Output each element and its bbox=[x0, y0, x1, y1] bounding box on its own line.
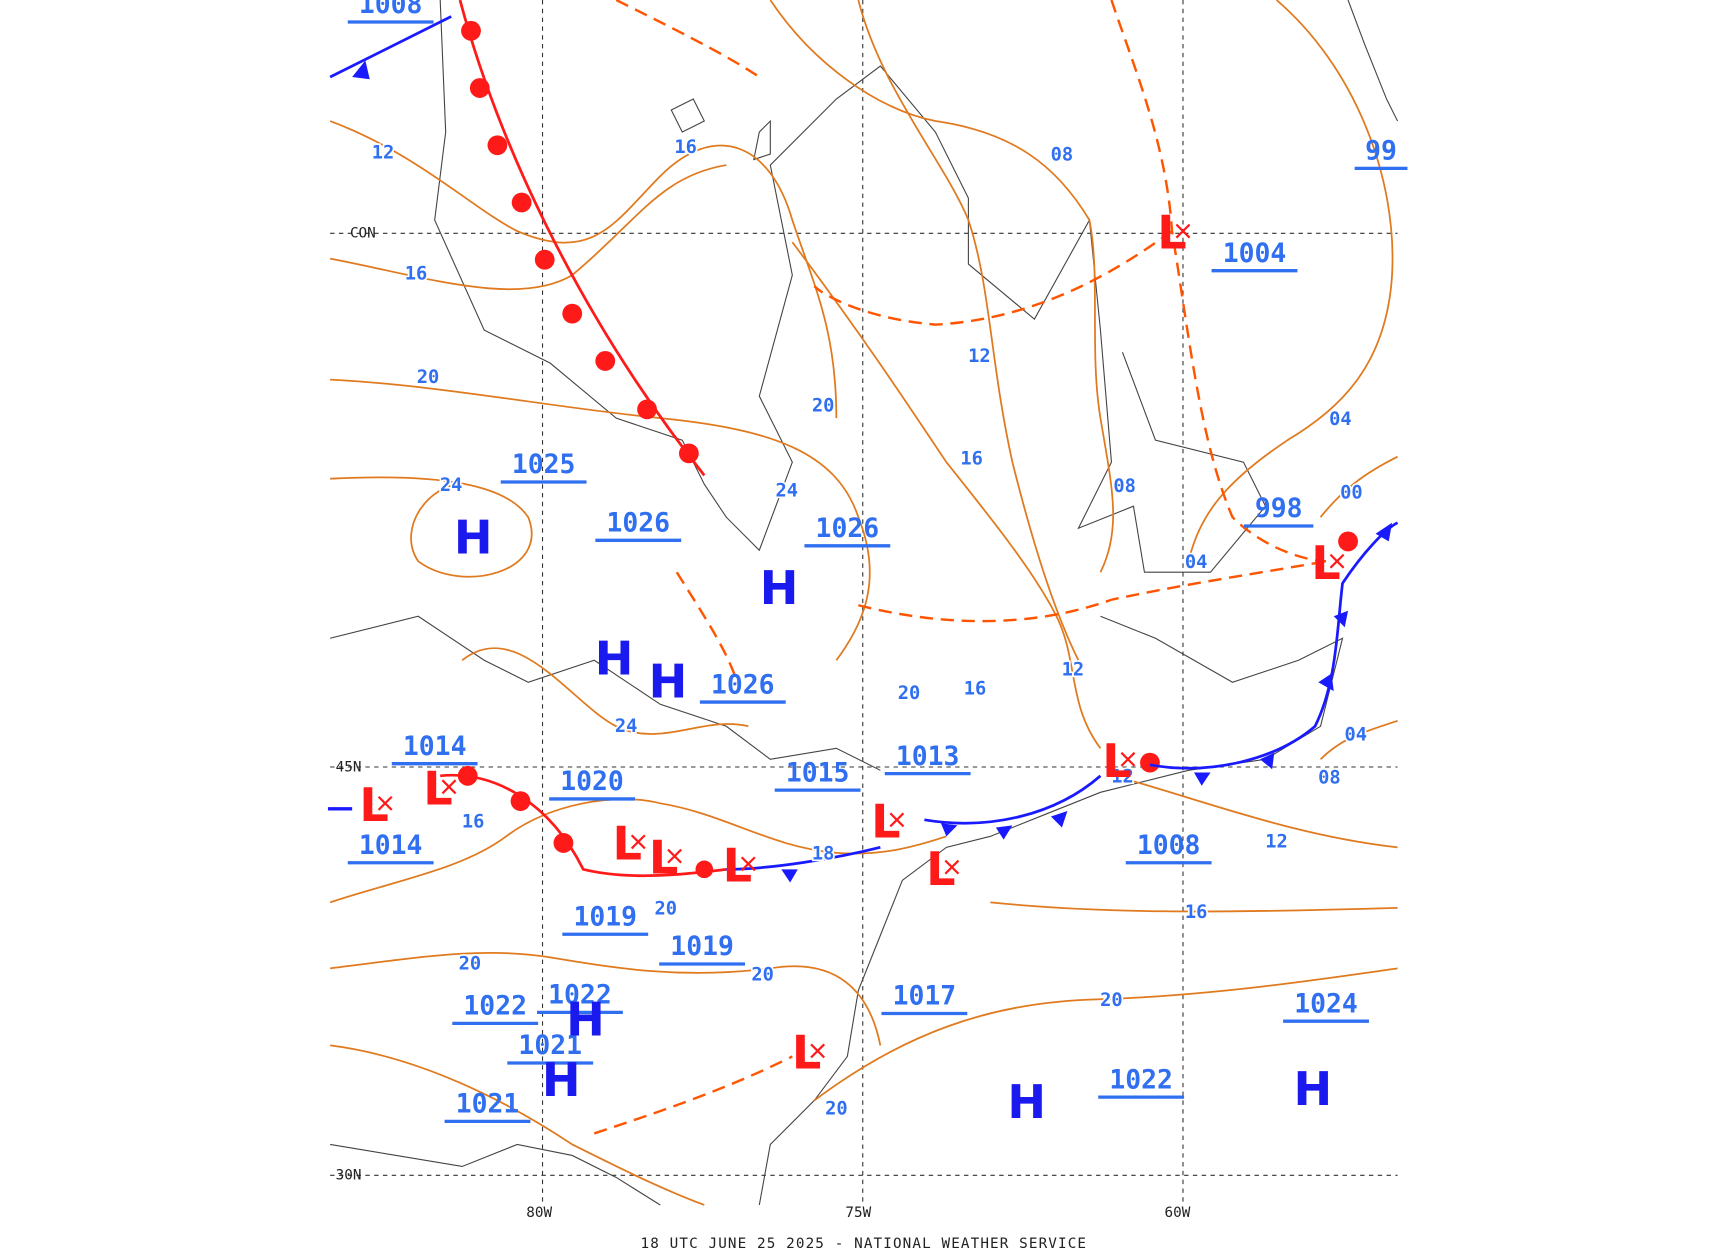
grid-label: 75W bbox=[845, 1205, 871, 1221]
low-marker bbox=[889, 812, 905, 828]
pressure-label: 1021 bbox=[456, 1089, 520, 1120]
isobar-label: 20 bbox=[825, 1099, 848, 1120]
low-marker bbox=[630, 834, 646, 850]
pressure-label: 1014 bbox=[359, 830, 423, 861]
low-marker bbox=[441, 779, 457, 795]
pressure-label: 1026 bbox=[606, 508, 670, 539]
pressure-label: 1025 bbox=[512, 449, 576, 480]
high-center: H bbox=[1007, 1075, 1046, 1129]
pressure-label: 1008 bbox=[1137, 830, 1201, 861]
pressure-label: 998 bbox=[1255, 493, 1303, 524]
troughs bbox=[593, 0, 1327, 1135]
fronts bbox=[327, 0, 1399, 883]
isobar-label: 16 bbox=[674, 137, 697, 158]
low-marker bbox=[944, 859, 960, 875]
isobar-label: 16 bbox=[964, 678, 987, 699]
high-center: H bbox=[566, 993, 605, 1047]
low-marker bbox=[1175, 223, 1191, 239]
isobar-label: 20 bbox=[898, 683, 921, 704]
high-center: H bbox=[649, 655, 688, 709]
isobar-label: 20 bbox=[751, 964, 774, 985]
pressure-label: 1013 bbox=[896, 741, 960, 772]
low-marker bbox=[740, 856, 756, 872]
low-marker bbox=[667, 848, 682, 864]
grid-label: 80W bbox=[526, 1205, 552, 1221]
pressure-label: 1021 bbox=[518, 1030, 582, 1061]
high-center: H bbox=[760, 561, 799, 615]
isobar-label: 20 bbox=[1100, 990, 1123, 1011]
isobar-label: 04 bbox=[1344, 725, 1367, 746]
isobar-label: 12 bbox=[372, 142, 395, 163]
isobar-label: 08 bbox=[1113, 476, 1136, 497]
high-center: H bbox=[1293, 1062, 1332, 1116]
isobar-label: 12 bbox=[1062, 660, 1085, 681]
isobar-label: 16 bbox=[462, 812, 485, 833]
isobar-label: 00 bbox=[1340, 482, 1363, 503]
isobar-label: 04 bbox=[1185, 552, 1208, 573]
isobar-label: 08 bbox=[1318, 768, 1341, 789]
pressure-label: 1015 bbox=[786, 757, 850, 788]
isobar-label: 20 bbox=[655, 898, 678, 919]
isobar-label: 24 bbox=[776, 480, 799, 501]
low-marker bbox=[377, 795, 393, 811]
isobar-label: 04 bbox=[1329, 409, 1352, 430]
pressure-label: 1026 bbox=[816, 513, 880, 544]
grid-label: CON bbox=[350, 226, 376, 242]
caption: 18 UTC JUNE 25 2025 - NATIONAL WEATHER S… bbox=[641, 1236, 1088, 1252]
isobar-label: 16 bbox=[960, 448, 983, 469]
pressure-label: 99 bbox=[1365, 136, 1397, 167]
low-marker bbox=[810, 1043, 826, 1059]
isobar-label: 08 bbox=[1051, 145, 1074, 166]
isobar-label: 20 bbox=[812, 396, 835, 417]
isobar-label: 24 bbox=[440, 475, 463, 496]
isobar-label: 20 bbox=[459, 953, 482, 974]
pressure-label: 1026 bbox=[711, 669, 775, 700]
isobar-label: 16 bbox=[405, 264, 428, 285]
pressure-label: 1020 bbox=[560, 766, 624, 797]
grid-label: 45N bbox=[336, 759, 362, 775]
pressure-label: 1022 bbox=[1109, 1064, 1173, 1095]
pressure-label: 1004 bbox=[1223, 238, 1287, 269]
high-center: H bbox=[595, 632, 634, 686]
pressure-label: 1022 bbox=[463, 991, 527, 1022]
pressure-label: 1024 bbox=[1294, 988, 1358, 1019]
pressure-label: 1014 bbox=[403, 731, 467, 762]
isobar-label: 24 bbox=[615, 716, 638, 737]
isobar-label: 16 bbox=[1185, 902, 1208, 923]
low-marker bbox=[1329, 553, 1345, 569]
isobars bbox=[329, 0, 1398, 1206]
pressure-label: 1019 bbox=[670, 931, 734, 962]
isobar-label: 12 bbox=[1265, 831, 1288, 852]
pressure-label: 1008 bbox=[359, 0, 423, 20]
isobar-label: 20 bbox=[417, 367, 440, 388]
low-marker bbox=[1120, 751, 1136, 767]
pressure-label: 1022 bbox=[548, 980, 612, 1011]
grid-label: 60W bbox=[1165, 1205, 1191, 1221]
high-center: H bbox=[454, 511, 493, 565]
grid-label: 30N bbox=[336, 1168, 362, 1184]
pressure-label: 1019 bbox=[573, 901, 637, 932]
isobar-label: 18 bbox=[812, 843, 835, 864]
labels: 1008 1004 998 1025 1026 1026 1026 1014 1014 1020 1… bbox=[336, 0, 1408, 1252]
isobar-label: 12 bbox=[1111, 766, 1134, 787]
isobar-label: 12 bbox=[968, 346, 991, 367]
pressure-label: 1017 bbox=[893, 981, 957, 1012]
coastlines bbox=[330, 0, 1399, 1206]
high-center: H bbox=[542, 1053, 581, 1107]
